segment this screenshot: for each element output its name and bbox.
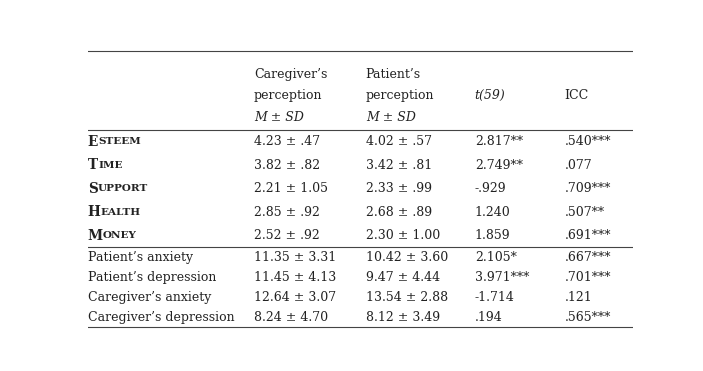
Text: M: M <box>88 229 103 243</box>
Text: Patient’s depression: Patient’s depression <box>88 271 217 284</box>
Text: 2.68 ± .89: 2.68 ± .89 <box>366 206 432 219</box>
Text: Caregiver’s: Caregiver’s <box>254 68 328 81</box>
Text: .121: .121 <box>565 291 593 304</box>
Text: EALTH: EALTH <box>101 208 141 217</box>
Text: 9.47 ± 4.44: 9.47 ± 4.44 <box>366 271 440 284</box>
Text: t(59): t(59) <box>475 89 505 102</box>
Text: Caregiver’s depression: Caregiver’s depression <box>88 311 235 324</box>
Text: M ± SD: M ± SD <box>366 111 415 124</box>
Text: S: S <box>88 182 98 196</box>
Text: Caregiver’s anxiety: Caregiver’s anxiety <box>88 291 211 304</box>
Text: 4.23 ± .47: 4.23 ± .47 <box>254 135 320 148</box>
Text: 2.21 ± 1.05: 2.21 ± 1.05 <box>254 182 328 195</box>
Text: -.929: -.929 <box>475 182 506 195</box>
Text: 4.02 ± .57: 4.02 ± .57 <box>366 135 432 148</box>
Text: M ± SD: M ± SD <box>254 111 304 124</box>
Text: 3.42 ± .81: 3.42 ± .81 <box>366 159 432 172</box>
Text: 2.33 ± .99: 2.33 ± .99 <box>366 182 432 195</box>
Text: 11.45 ± 4.13: 11.45 ± 4.13 <box>254 271 336 284</box>
Text: .701***: .701*** <box>565 271 611 284</box>
Text: Patient’s: Patient’s <box>366 68 421 81</box>
Text: T: T <box>88 158 98 173</box>
Text: .540***: .540*** <box>565 135 611 148</box>
Text: STEEM: STEEM <box>98 137 141 147</box>
Text: 2.85 ± .92: 2.85 ± .92 <box>254 206 320 219</box>
Text: 13.54 ± 2.88: 13.54 ± 2.88 <box>366 291 448 304</box>
Text: E: E <box>88 135 98 149</box>
Text: 8.24 ± 4.70: 8.24 ± 4.70 <box>254 311 328 324</box>
Text: 12.64 ± 3.07: 12.64 ± 3.07 <box>254 291 336 304</box>
Text: IME: IME <box>98 161 122 170</box>
Text: perception: perception <box>254 89 323 102</box>
Text: 2.30 ± 1.00: 2.30 ± 1.00 <box>366 229 440 242</box>
Text: -1.714: -1.714 <box>475 291 515 304</box>
Text: 2.52 ± .92: 2.52 ± .92 <box>254 229 320 242</box>
Text: .194: .194 <box>475 311 503 324</box>
Text: 1.859: 1.859 <box>475 229 510 242</box>
Text: .709***: .709*** <box>565 182 611 195</box>
Text: 10.42 ± 3.60: 10.42 ± 3.60 <box>366 251 448 264</box>
Text: 2.749**: 2.749** <box>475 159 523 172</box>
Text: .077: .077 <box>565 159 592 172</box>
Text: .507**: .507** <box>565 206 605 219</box>
Text: 2.105*: 2.105* <box>475 251 517 264</box>
Text: ICC: ICC <box>565 89 589 102</box>
Text: perception: perception <box>366 89 434 102</box>
Text: 11.35 ± 3.31: 11.35 ± 3.31 <box>254 251 336 264</box>
Text: ONEY: ONEY <box>103 231 137 240</box>
Text: 8.12 ± 3.49: 8.12 ± 3.49 <box>366 311 440 324</box>
Text: 3.971***: 3.971*** <box>475 271 529 284</box>
Text: H: H <box>88 205 101 219</box>
Text: 1.240: 1.240 <box>475 206 510 219</box>
Text: Patient’s anxiety: Patient’s anxiety <box>88 251 193 264</box>
Text: .565***: .565*** <box>565 311 611 324</box>
Text: 3.82 ± .82: 3.82 ± .82 <box>254 159 320 172</box>
Text: 2.817**: 2.817** <box>475 135 523 148</box>
Text: .667***: .667*** <box>565 251 611 264</box>
Text: .691***: .691*** <box>565 229 611 242</box>
Text: UPPORT: UPPORT <box>98 184 148 193</box>
